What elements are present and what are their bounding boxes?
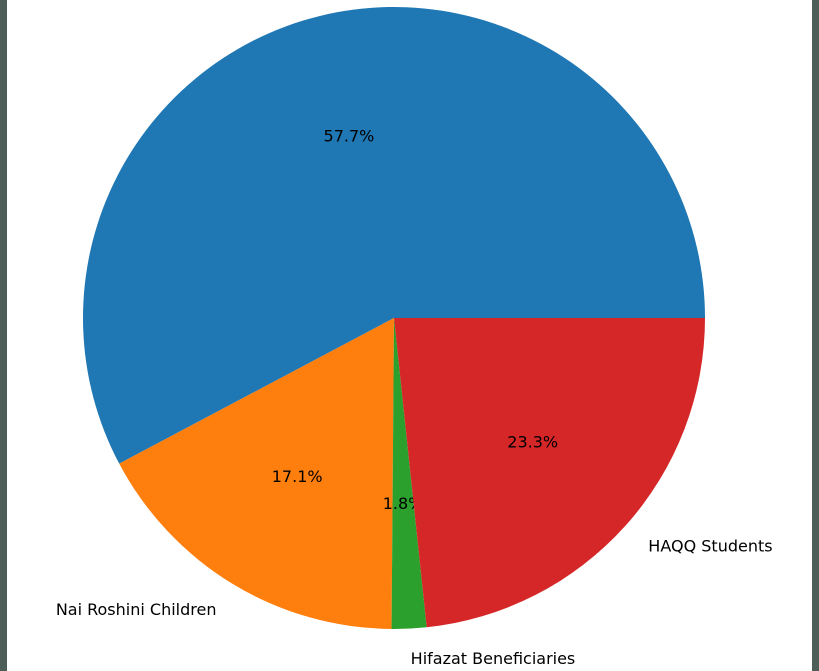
category-label: HAQQ Students xyxy=(648,536,772,555)
category-label: Nai Roshini Children xyxy=(56,600,217,619)
value-label: 23.3% xyxy=(507,432,558,451)
pie-slice xyxy=(119,318,395,629)
category-label: Hifazat Beneficiaries xyxy=(411,649,576,668)
value-label: 17.1% xyxy=(272,467,323,486)
pie-slice xyxy=(83,7,705,464)
value-label: 57.7% xyxy=(324,126,375,145)
pie-slice xyxy=(394,318,705,628)
pie-slice xyxy=(391,318,427,629)
